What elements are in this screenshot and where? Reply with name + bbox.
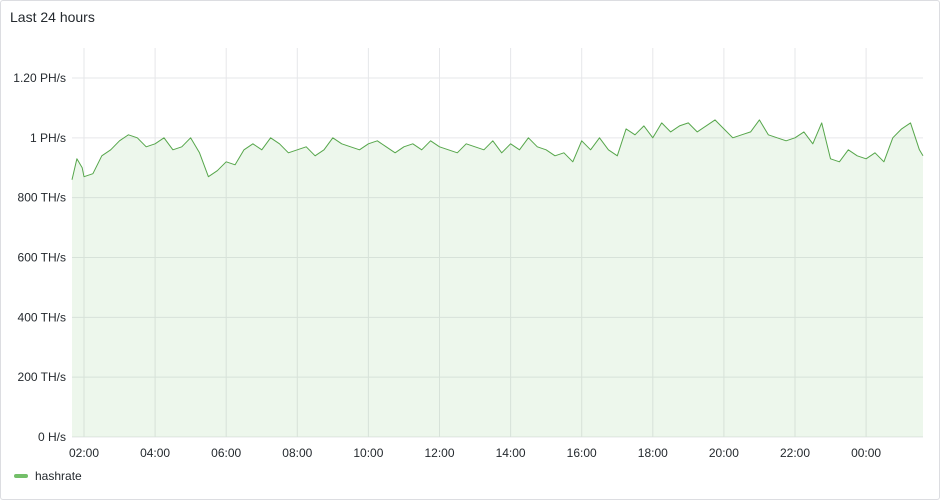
x-tick-label: 16:00 xyxy=(567,446,597,460)
series-line-hashrate xyxy=(71,119,924,180)
legend-swatch-hashrate xyxy=(14,474,28,478)
y-tick-label: 400 TH/s xyxy=(18,310,66,324)
x-tick-label: 12:00 xyxy=(424,446,454,460)
x-tick-label: 02:00 xyxy=(69,446,99,460)
x-tick-label: 18:00 xyxy=(638,446,668,460)
y-axis-labels: 0 H/s 200 TH/s 400 TH/s 600 TH/s 800 TH/s 1 P… xyxy=(13,71,66,444)
grid-layer xyxy=(72,48,923,438)
y-tick-label: 1 PH/s xyxy=(30,131,66,145)
x-axis-labels: 02:00 04:00 06:00 08:00 10:00 12:00 14:00 16:00… xyxy=(69,446,881,460)
legend-label-hashrate[interactable]: hashrate xyxy=(35,469,82,483)
x-tick-label: 20:00 xyxy=(709,446,739,460)
legend[interactable]: hashrate xyxy=(14,469,82,483)
panel-title: Last 24 hours xyxy=(10,9,95,25)
x-tick-label: 04:00 xyxy=(140,446,170,460)
y-tick-label: 800 TH/s xyxy=(18,191,66,205)
x-tick-label: 00:00 xyxy=(851,446,881,460)
y-tick-label: 200 TH/s xyxy=(18,370,66,384)
x-tick-label: 14:00 xyxy=(496,446,526,460)
series-area-hashrate xyxy=(72,119,923,438)
x-tick-label: 06:00 xyxy=(211,446,241,460)
y-tick-label: 0 H/s xyxy=(38,430,66,444)
x-tick-label: 10:00 xyxy=(353,446,383,460)
x-tick-label: 08:00 xyxy=(282,446,312,460)
y-tick-label: 600 TH/s xyxy=(18,251,66,265)
x-tick-label: 22:00 xyxy=(780,446,810,460)
y-tick-label: 1.20 PH/s xyxy=(13,71,66,85)
